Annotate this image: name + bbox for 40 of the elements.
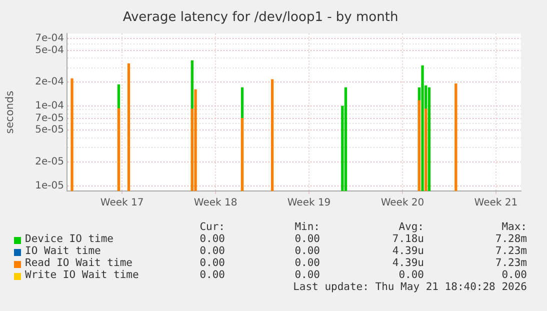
text: Last update: Thu May 21 18:40:28 2026 xyxy=(293,281,527,293)
legend-label: Read IO Wait time xyxy=(25,257,132,269)
x-tick-label: Week 19 xyxy=(287,198,331,209)
text: 7.28m xyxy=(495,233,527,245)
legend-label: Write IO Wait time xyxy=(25,269,139,281)
y-tick-label: 5e-05 xyxy=(35,124,64,136)
text: 0.00 xyxy=(200,269,225,281)
text: Cur: xyxy=(200,221,225,233)
text: 0.00 xyxy=(398,269,424,281)
chart-title: Average latency for /dev/loop1 - by month xyxy=(122,10,398,26)
text: 0.00 xyxy=(294,257,320,269)
x-tick-label: Week 21 xyxy=(474,198,518,209)
text: 0.00 xyxy=(200,233,225,245)
text: 4.39u xyxy=(392,257,424,269)
x-tick-label: Week 18 xyxy=(194,198,238,209)
text: 0.00 xyxy=(294,269,320,281)
text: Max: xyxy=(502,221,527,233)
text: 7.23m xyxy=(495,257,527,269)
y-tick-label: 2e-05 xyxy=(35,156,64,168)
legend-label: Device IO time xyxy=(25,233,114,245)
text: 7.23m xyxy=(495,245,527,257)
text: 0.00 xyxy=(200,245,225,257)
text: 0.00 xyxy=(294,245,320,257)
y-tick-label: 1e-04 xyxy=(35,100,64,112)
text: 7.18u xyxy=(392,233,424,245)
text: Min: xyxy=(294,221,320,233)
x-tick-label: Week 17 xyxy=(100,198,144,209)
y-tick-label: 7e-05 xyxy=(35,112,64,124)
y-tick-label: 2e-04 xyxy=(35,76,64,88)
legend-label: IO Wait time xyxy=(25,245,101,257)
y-axis-title: seconds xyxy=(4,90,16,134)
y-tick-label: 7e-04 xyxy=(35,33,64,44)
text: 4.39u xyxy=(392,245,424,257)
text: 0.00 xyxy=(200,257,225,269)
text: 0.00 xyxy=(502,269,527,281)
y-tick-label: 1e-05 xyxy=(35,180,64,192)
y-tick-label: 5e-04 xyxy=(35,44,64,56)
text: Avg: xyxy=(398,221,424,233)
text: 0.00 xyxy=(294,233,320,245)
x-tick-label: Week 20 xyxy=(380,198,424,209)
